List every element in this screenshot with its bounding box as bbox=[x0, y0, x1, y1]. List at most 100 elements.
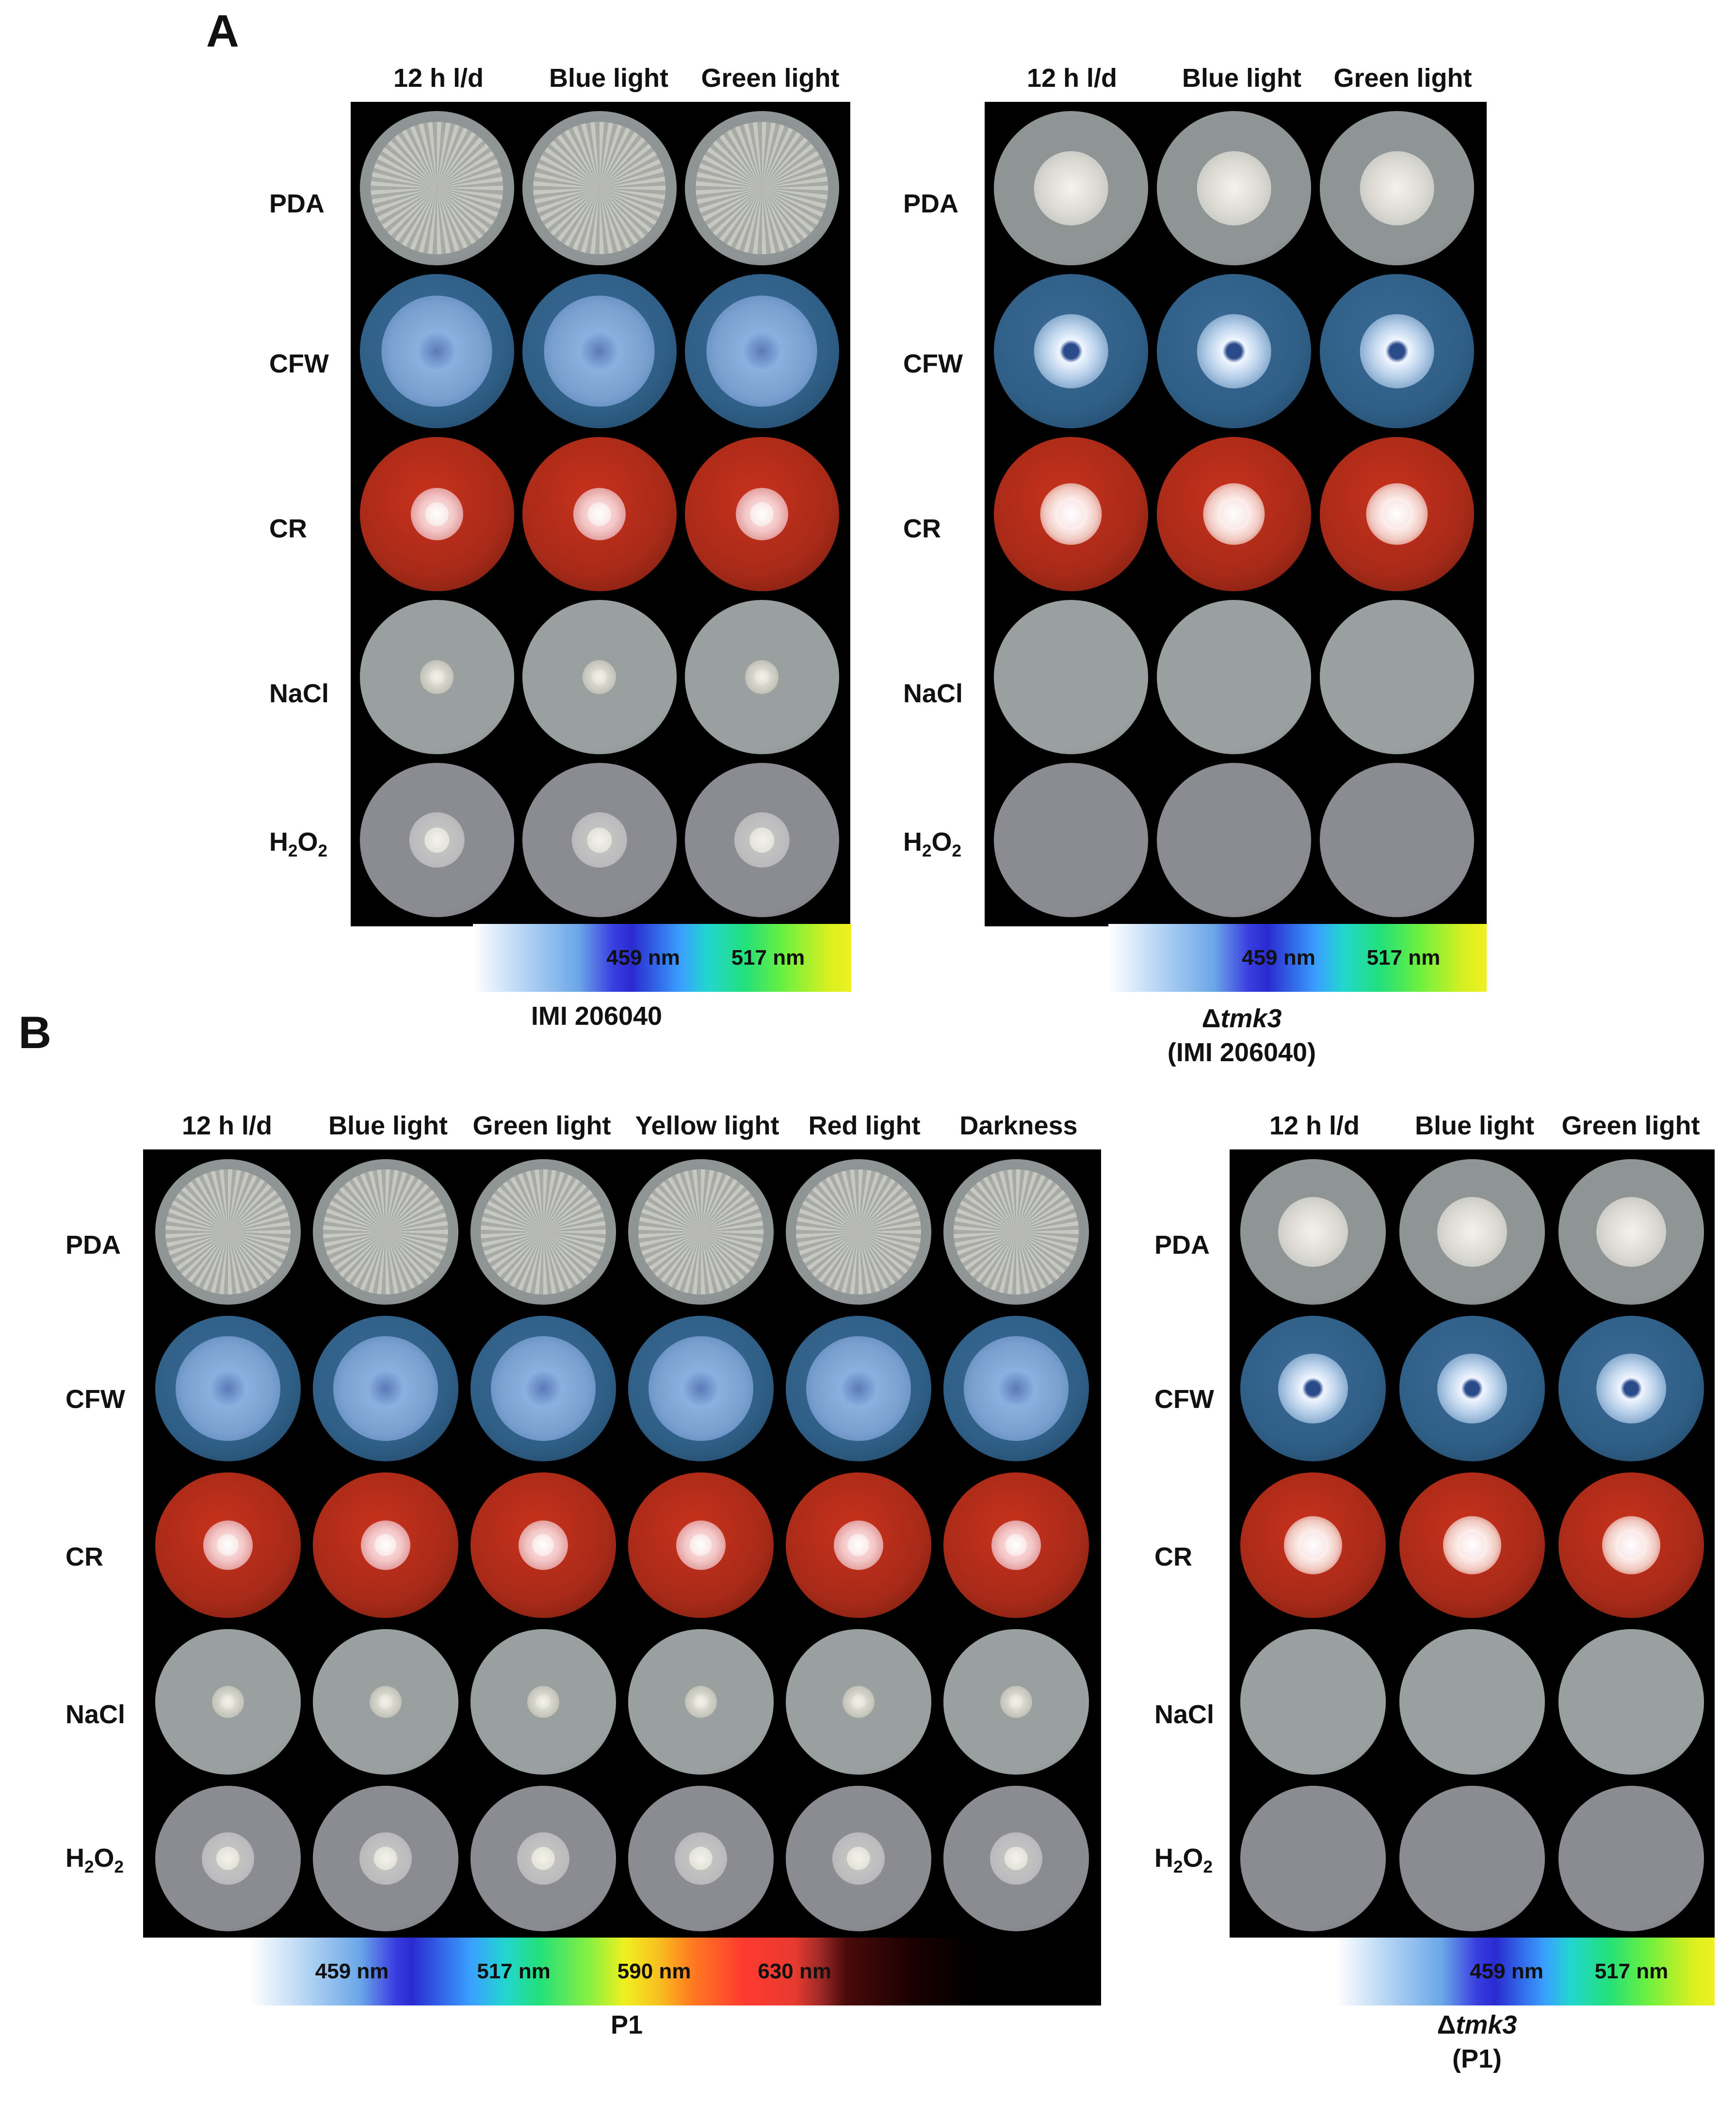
colony-center bbox=[1383, 500, 1411, 528]
petri-plate-nacl bbox=[994, 600, 1148, 754]
fungal-colony bbox=[490, 1336, 596, 1441]
colony-center bbox=[535, 1694, 551, 1709]
fungal-colony bbox=[1197, 151, 1271, 226]
wavelength-bar: 459 nm 517 nm bbox=[1336, 1938, 1715, 2005]
colony-center bbox=[689, 1846, 713, 1870]
colony-center bbox=[750, 502, 774, 526]
column-header: Green light bbox=[472, 1111, 611, 1140]
petri-plate-h2o2 bbox=[470, 1785, 616, 1931]
column-header: Green light bbox=[1561, 1111, 1700, 1140]
fungal-colony bbox=[480, 1169, 606, 1294]
colony-center bbox=[373, 1846, 397, 1870]
fungal-colony bbox=[648, 1336, 753, 1441]
fungal-colony bbox=[370, 122, 503, 255]
petri-plate-cr bbox=[628, 1472, 774, 1618]
petri-plate-h2o2 bbox=[1399, 1785, 1545, 1931]
petri-plate-cr bbox=[470, 1472, 616, 1618]
petri-plate-pda bbox=[1558, 1159, 1704, 1305]
petri-plate-h2o2 bbox=[684, 763, 839, 917]
petri-plate-cfw bbox=[1157, 274, 1311, 428]
colony-center bbox=[1220, 500, 1248, 528]
wavelength-bar: 459 nm 517 nm bbox=[473, 924, 851, 992]
column-header: Green light bbox=[1333, 64, 1472, 93]
petri-plate-cr bbox=[943, 1472, 1089, 1618]
petri-plate-cr bbox=[1558, 1472, 1704, 1618]
petri-plate-nacl bbox=[155, 1629, 301, 1775]
column-header: 12 h l/d bbox=[1026, 64, 1118, 93]
petri-plate-pda bbox=[1399, 1159, 1545, 1305]
wavelength-label: 590 nm bbox=[617, 1959, 691, 1983]
fungal-colony bbox=[175, 1336, 280, 1441]
fungal-colony bbox=[795, 1169, 921, 1294]
petri-plate-cr bbox=[684, 437, 839, 591]
row-label-cfw: CFW bbox=[903, 349, 963, 378]
row-label-nacl: NaCl bbox=[1154, 1700, 1215, 1729]
row-label-cr: CR bbox=[903, 514, 941, 543]
petri-plate-h2o2 bbox=[1320, 763, 1474, 917]
colony-center bbox=[532, 1534, 554, 1556]
row-label-nacl: NaCl bbox=[903, 679, 963, 708]
column-header: Green light bbox=[701, 64, 840, 93]
petri-plate-cfw bbox=[522, 274, 677, 428]
wavelength-label: 517 nm bbox=[477, 1959, 551, 1983]
fungal-colony bbox=[1596, 1197, 1666, 1267]
petri-plate-h2o2 bbox=[943, 1785, 1089, 1931]
colony-center bbox=[1459, 1532, 1485, 1558]
column-header: 12 h l/d bbox=[393, 64, 484, 93]
plates-frame bbox=[143, 1149, 1101, 1938]
row-label-pda: PDA bbox=[1154, 1230, 1210, 1260]
fungal-colony bbox=[1197, 314, 1271, 388]
petri-plate-cfw bbox=[470, 1315, 616, 1461]
colony-center bbox=[1057, 500, 1085, 528]
colony-center bbox=[851, 1694, 866, 1709]
petri-plate-cfw bbox=[994, 274, 1148, 428]
petri-plate-pda bbox=[943, 1159, 1089, 1305]
colony-center bbox=[1004, 1846, 1028, 1870]
row-label-pda: PDA bbox=[65, 1230, 121, 1260]
petri-plate-h2o2 bbox=[522, 763, 677, 917]
petri-plate-h2o2 bbox=[1240, 1785, 1386, 1931]
colony-center bbox=[846, 1846, 870, 1870]
fungal-colony bbox=[1437, 1353, 1507, 1423]
fungal-colony bbox=[381, 295, 492, 407]
petri-plate-pda bbox=[312, 1159, 458, 1305]
petri-plate-cfw bbox=[1399, 1315, 1545, 1461]
petri-plate-cfw bbox=[628, 1315, 774, 1461]
strain-caption: P1 bbox=[610, 2010, 643, 2039]
petri-plate-nacl bbox=[1240, 1629, 1386, 1775]
petri-plate-nacl bbox=[359, 600, 514, 754]
wavelength-label: 459 nm bbox=[606, 946, 680, 970]
colony-center bbox=[754, 669, 770, 685]
plates-frame bbox=[1230, 1149, 1715, 1938]
colony-center bbox=[220, 1694, 235, 1709]
colony-center bbox=[216, 1846, 240, 1870]
petri-plate-cr bbox=[1399, 1472, 1545, 1618]
petri-plate-pda bbox=[522, 111, 677, 265]
petri-plate-cr bbox=[1240, 1472, 1386, 1618]
plates-frame bbox=[351, 102, 850, 926]
colony-center bbox=[587, 502, 611, 526]
petri-plate-pda bbox=[684, 111, 839, 265]
petri-plate-h2o2 bbox=[359, 763, 514, 917]
fungal-colony bbox=[1596, 1353, 1666, 1423]
petri-plate-pda bbox=[628, 1159, 774, 1305]
colony-center bbox=[749, 827, 775, 853]
petri-plate-cr bbox=[155, 1472, 301, 1618]
wavelength-label: 459 nm bbox=[1470, 1959, 1543, 1983]
row-label-h2o2: H2O2 bbox=[269, 827, 328, 860]
petri-plate-pda bbox=[155, 1159, 301, 1305]
strain-caption: IMI 206040 bbox=[531, 1002, 663, 1031]
wavelength-bar: 459 nm 517 nm 590 nm 630 nm bbox=[250, 1938, 1101, 2005]
colony-center bbox=[378, 1694, 393, 1709]
petri-plate-h2o2 bbox=[155, 1785, 301, 1931]
row-label-h2o2: H2O2 bbox=[65, 1843, 124, 1876]
petri-plate-nacl bbox=[522, 600, 677, 754]
petri-plate-h2o2 bbox=[1157, 763, 1311, 917]
petri-plate-cr bbox=[1157, 437, 1311, 591]
wavelength-label: 459 nm bbox=[315, 1959, 389, 1983]
petri-plate-cfw bbox=[155, 1315, 301, 1461]
row-label-cfw: CFW bbox=[65, 1385, 125, 1414]
wavelength-label: 459 nm bbox=[1242, 946, 1315, 970]
column-header: Blue light bbox=[549, 64, 668, 93]
petri-plate-nacl bbox=[1399, 1629, 1545, 1775]
